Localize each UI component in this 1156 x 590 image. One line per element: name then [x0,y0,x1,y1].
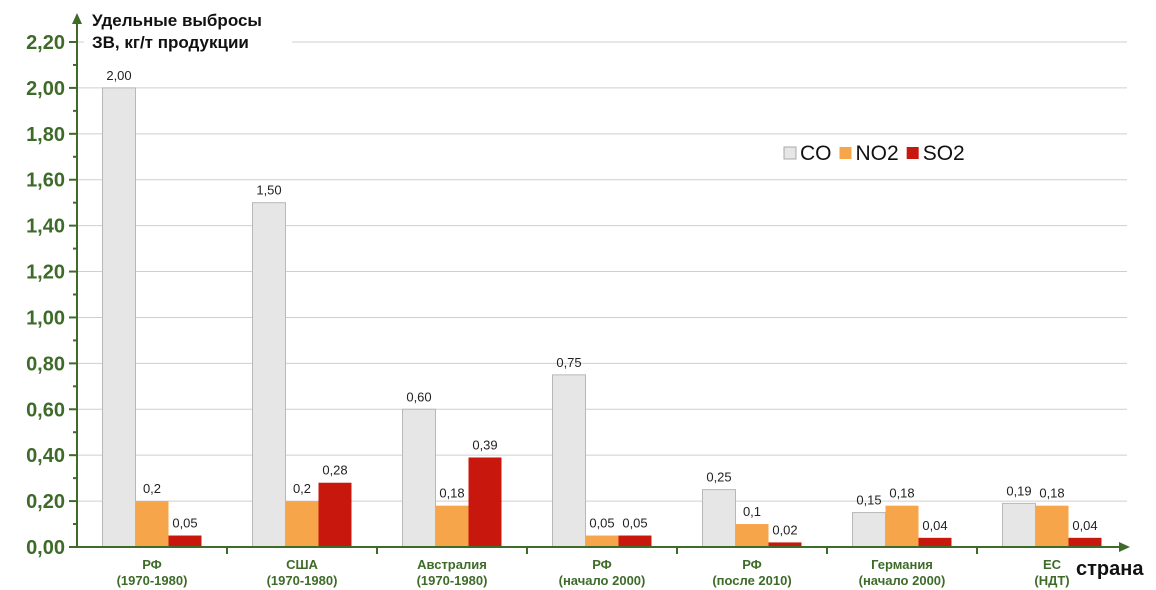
y-tick-label: 0,40 [26,445,65,467]
bar-no2 [435,505,469,547]
data-label: 0,04 [922,518,947,533]
x-tick-label-sub: (1970-1980) [417,573,488,588]
bar-co [1002,502,1036,548]
gridlines [77,41,1127,502]
y-tick-label: 0,80 [26,353,65,375]
data-label: 0,75 [556,355,581,370]
x-tick-label-sub: (НДТ) [1034,573,1069,588]
data-label: 0,39 [472,437,497,452]
y-tick-label: 2,20 [26,32,65,54]
bar-so2 [468,457,502,547]
legend-label: CO [800,142,832,165]
bar-no2 [885,505,919,547]
y-axis-title-bg [84,6,292,52]
data-label: 0,2 [143,481,161,496]
y-tick-label: 1,20 [26,262,65,284]
bar-so2 [768,542,802,547]
bar-so2 [1068,537,1102,547]
data-label: 0,1 [743,504,761,519]
bar-no2 [285,501,319,547]
x-tick-label: РФ [142,557,162,572]
y-tick-label: 1,40 [26,216,65,238]
data-label: 0,18 [1039,486,1064,501]
y-axis-arrow [72,13,82,24]
bar-so2 [918,537,952,547]
y-tick-label: 0,60 [26,399,65,421]
legend-swatch [839,147,852,159]
x-tick-label: РФ [742,557,762,572]
y-tick-label: 1,60 [26,170,65,192]
x-tick-label-sub: (начало 2000) [559,573,646,588]
x-tick-label: Австралия [417,557,487,572]
data-label: 0,60 [406,389,431,404]
data-label: 0,18 [439,486,464,501]
bar-co [402,408,436,548]
x-tick-label: РФ [592,557,612,572]
bar-co [702,489,736,548]
bar-no2 [1035,505,1069,547]
legend-label: NO2 [856,142,899,165]
axes [69,13,1130,554]
bar-no2 [585,535,619,547]
data-label: 0,05 [172,516,197,531]
y-axis-title-line1: Удельные выбросы [92,11,262,30]
legend-swatch [783,146,797,160]
y-axis-title-line2: ЗВ, кг/т продукции [92,33,249,52]
bar-no2 [735,524,769,547]
data-label: 0,19 [1006,483,1031,498]
data-label: 0,05 [622,516,647,531]
data-label: 0,02 [772,522,797,537]
x-axis-arrow [1119,542,1130,552]
bar-co [552,374,586,548]
data-label: 0,05 [589,516,614,531]
data-label: 1,50 [256,183,281,198]
legend: CO NO2 SO2 [783,142,965,165]
data-label: 0,18 [889,486,914,501]
data-label: 0,2 [293,481,311,496]
y-tick-label: 0,20 [26,491,65,513]
data-label: 0,28 [322,463,347,478]
x-tick-label: ЕС [1043,557,1062,572]
data-label: 0,15 [856,493,881,508]
bar-so2 [618,535,652,547]
legend-swatch [906,147,919,159]
labels: 0,00 0,20 0,40 0,60 0,80 1,00 1,20 1,40 1,60 1,80… [26,6,1144,588]
legend-label: SO2 [923,142,965,165]
x-tick-label-sub: (1970-1980) [117,573,188,588]
bar-co [102,87,136,548]
y-tick-label: 0,00 [26,537,65,559]
data-label: 2,00 [106,68,131,83]
x-tick-label: Германия [871,557,933,572]
y-tick-label: 1,00 [26,307,65,329]
x-tick-label: США [286,557,318,572]
y-tick-label: 2,00 [26,78,65,100]
bar-so2 [318,482,352,547]
data-label: 0,04 [1072,518,1097,533]
bar-so2 [168,535,202,547]
x-tick-label-sub: (после 2010) [712,573,791,588]
data-label: 0,25 [706,470,731,485]
bar-no2 [135,501,169,547]
x-axis-title: страна [1076,558,1144,580]
x-tick-label-sub: (начало 2000) [859,573,946,588]
y-tick-label: 1,80 [26,124,65,146]
bar-co [852,512,886,548]
x-tick-label-sub: (1970-1980) [267,573,338,588]
bar-co [252,202,286,548]
